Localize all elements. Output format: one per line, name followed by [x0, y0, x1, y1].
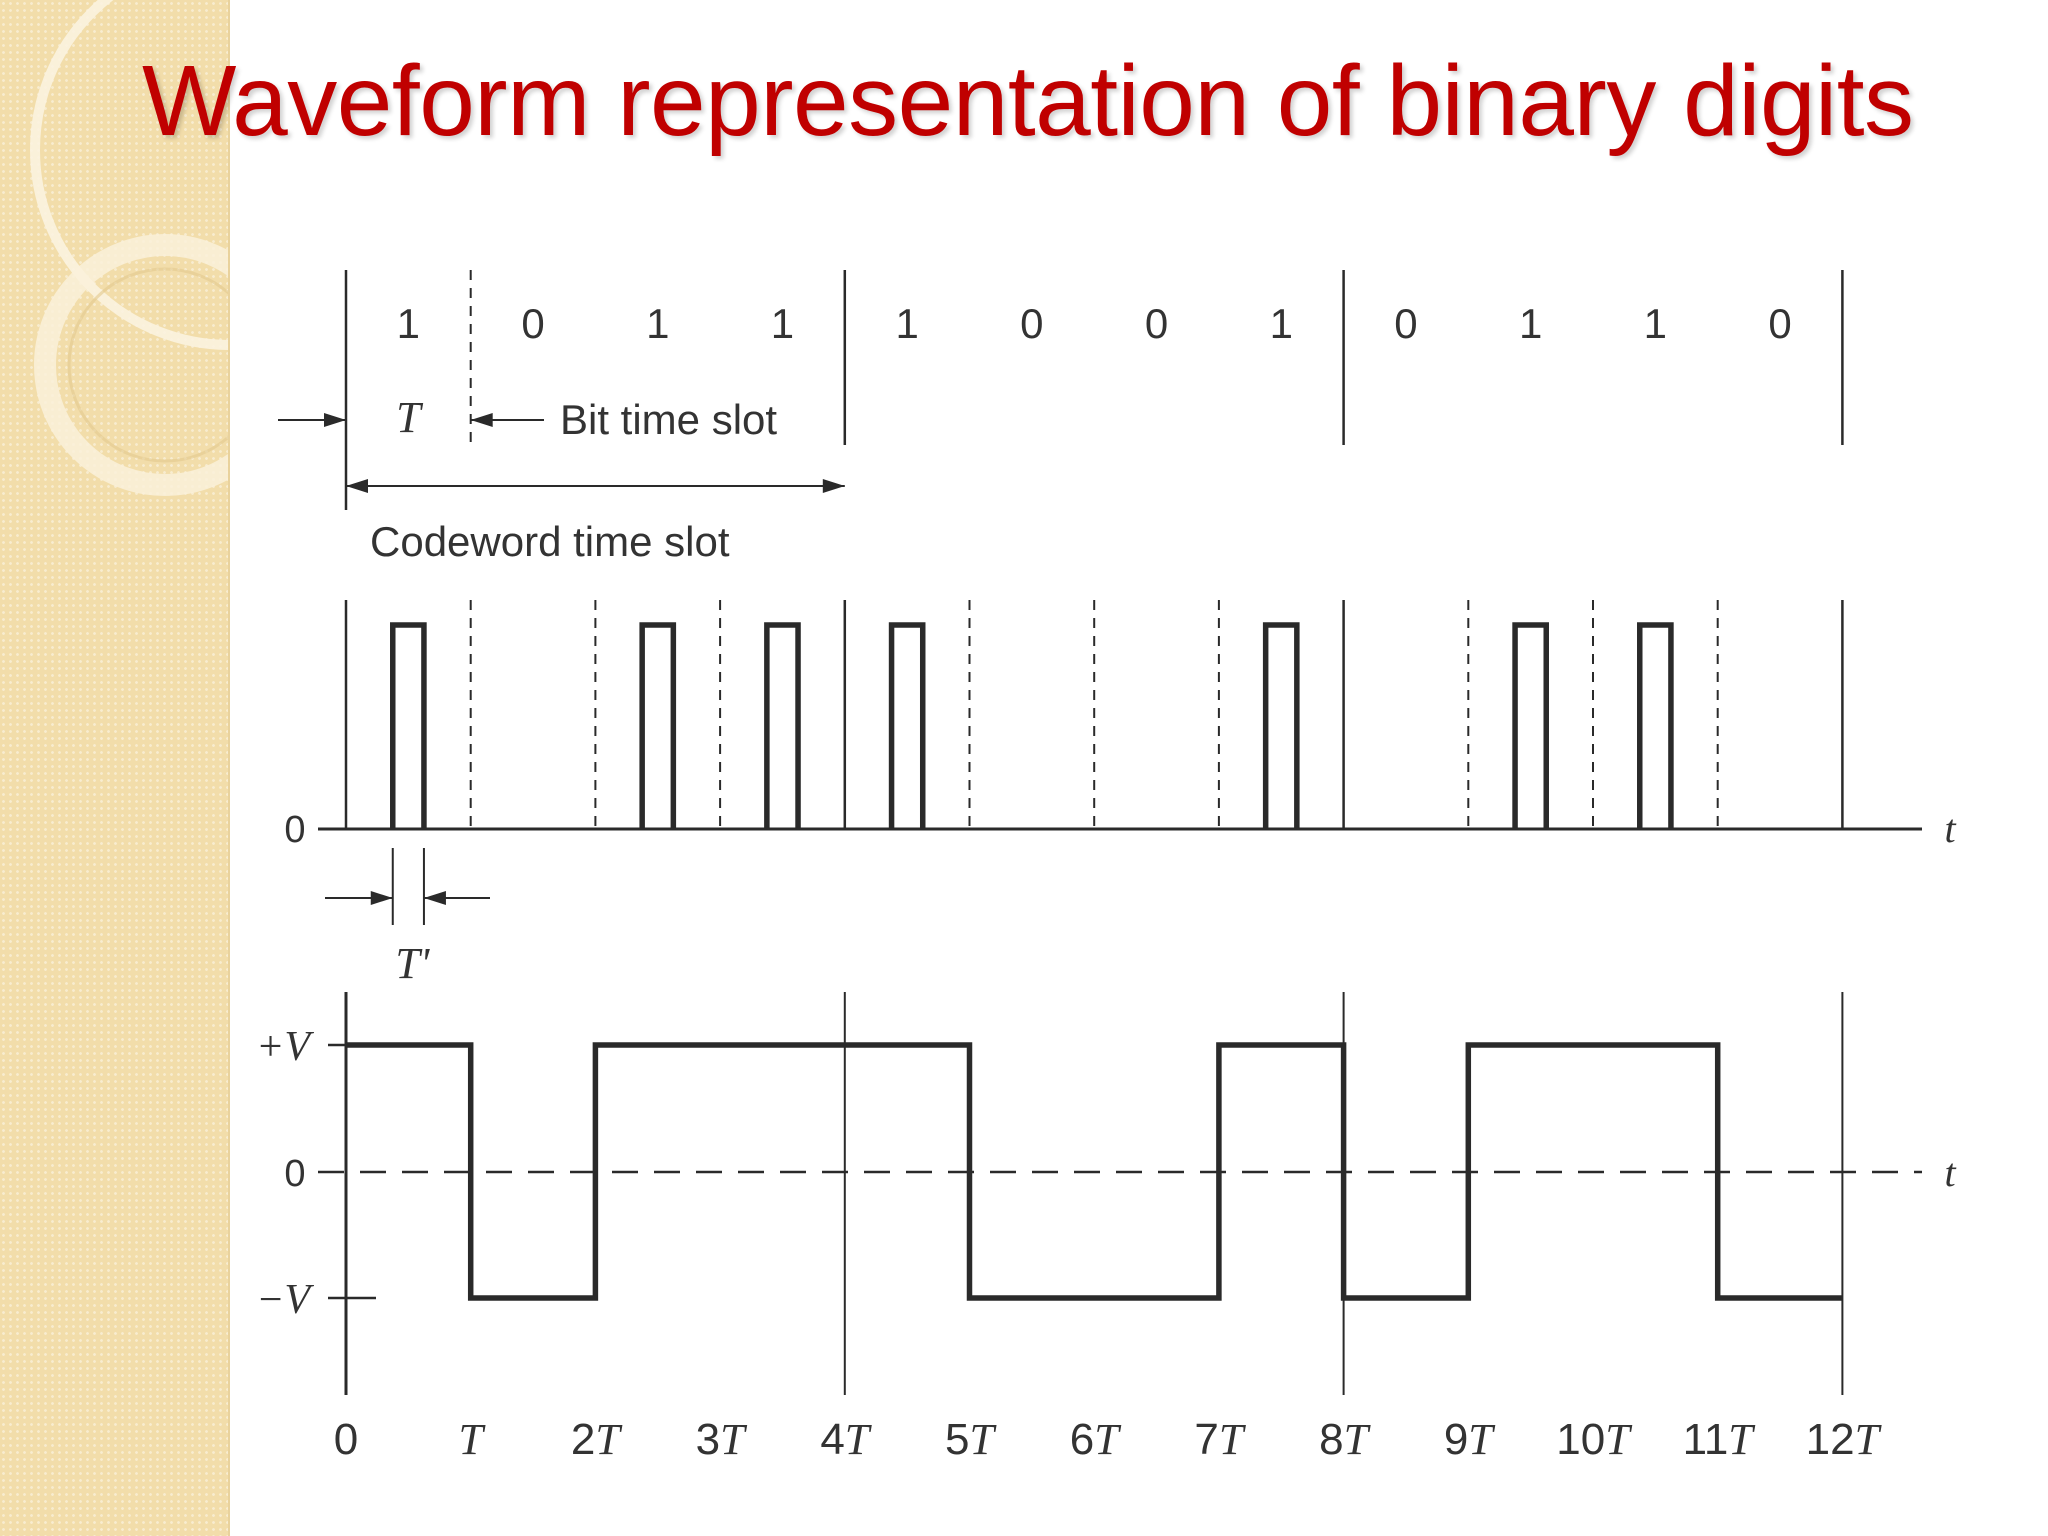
bit-time-slot-label: Bit time slot: [560, 396, 777, 443]
plus-v-label: +V: [256, 1024, 314, 1070]
time-tick-label: 11T: [1683, 1415, 1757, 1464]
codeword-slot-arrowhead-right: [822, 479, 845, 493]
decorative-rings: [30, 0, 228, 496]
bit-label: 1: [1519, 300, 1542, 347]
time-tick-label: 3T: [696, 1415, 748, 1464]
bit-label: 0: [1020, 300, 1043, 347]
bit-label: 1: [1270, 300, 1293, 347]
bit-label: 1: [895, 300, 918, 347]
bit-label: 1: [771, 300, 794, 347]
bit-label: 0: [1768, 300, 1791, 347]
rz-pulse: [1262, 622, 1300, 829]
rz-zero-label: 0: [284, 809, 305, 851]
time-tick-label: 4T: [820, 1415, 872, 1464]
pulse-width-arrowhead-right: [423, 891, 446, 905]
minus-v-label: −V: [256, 1277, 314, 1323]
time-tick-label: 0: [334, 1415, 358, 1464]
rz-pulse: [1637, 622, 1674, 829]
nrz-waveform: [346, 1042, 1843, 1301]
rz-pulse: [888, 622, 926, 829]
rz-pulse: [639, 622, 677, 829]
rz-pulse: [1512, 622, 1549, 829]
nrz-time-axis-label: t: [1944, 1150, 1956, 1195]
bit-label: 1: [646, 300, 669, 347]
rz-time-axis-label: t: [1944, 806, 1956, 851]
codeword-time-slot-label: Codeword time slot: [370, 518, 730, 565]
time-tick-label: 6T: [1070, 1415, 1122, 1464]
decorative-side-strip: [0, 0, 230, 1536]
bit-label: 0: [521, 300, 544, 347]
bit-label: 1: [397, 300, 420, 347]
nrz-zero-label: 0: [284, 1153, 305, 1195]
bit-slot-arrowhead: [470, 413, 493, 427]
codeword-slot-arrowhead-left: [346, 479, 368, 493]
slide-title: Waveform representation of binary digits: [142, 45, 1914, 157]
bit-label: 1: [1644, 300, 1667, 347]
bit-label: 0: [1145, 300, 1168, 347]
rz-pulse: [764, 622, 801, 829]
time-tick-label: 5T: [945, 1415, 997, 1464]
time-tick-label: 10T: [1556, 1415, 1633, 1464]
time-tick-label: 12T: [1806, 1415, 1883, 1464]
rz-pulse: [390, 622, 427, 829]
bit-period-label: T: [396, 393, 424, 442]
bit-period-arrowhead: [324, 413, 346, 427]
time-tick-label: T: [458, 1415, 486, 1464]
time-tick-label: 8T: [1319, 1415, 1371, 1464]
bit-label: 0: [1394, 300, 1417, 347]
time-tick-label: 7T: [1194, 1415, 1246, 1464]
time-tick-label: 9T: [1444, 1415, 1496, 1464]
pulse-width-label: T': [395, 939, 430, 988]
time-tick-label: 2T: [571, 1415, 623, 1464]
pulse-width-arrowhead-left: [370, 891, 393, 905]
